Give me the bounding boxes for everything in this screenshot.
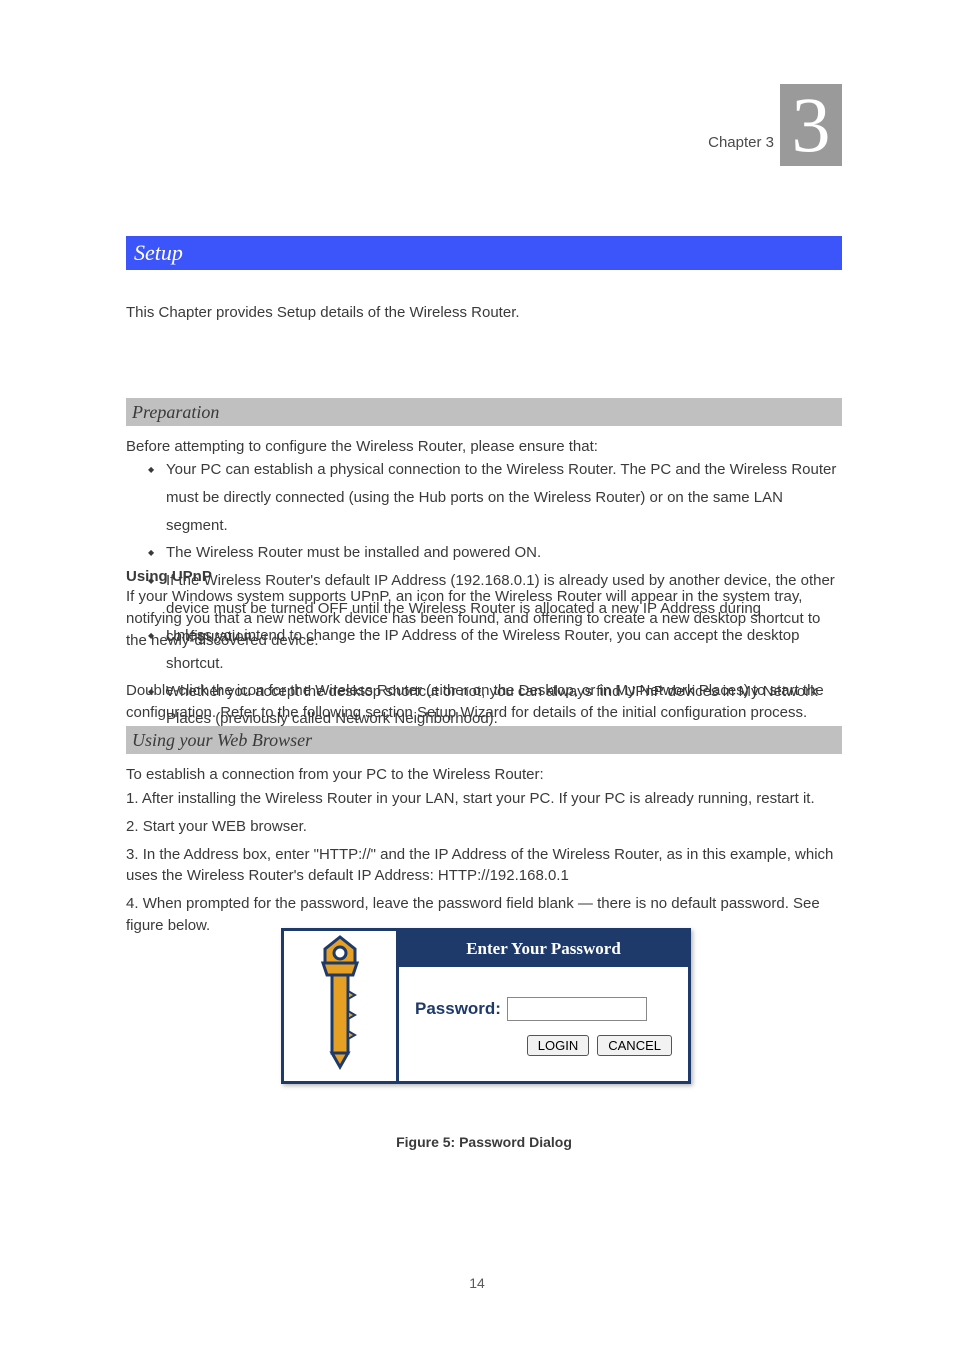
heading-preparation: Preparation (126, 398, 842, 426)
chapter-label: Chapter 3 (708, 134, 774, 151)
list-item: Your PC can establish a physical connect… (148, 456, 842, 539)
chapter-number-box: 3 (780, 84, 842, 166)
login-key-panel (284, 931, 399, 1081)
upnp-trailer: Double-click the icon for the Wireless R… (126, 680, 842, 724)
list-item: The Wireless Router must be installed an… (148, 539, 842, 567)
page: Chapter 3 3 Setup This Chapter provides … (0, 0, 954, 1351)
login-dialog: Enter Your Password Password: LOGIN CANC… (281, 928, 691, 1084)
page-number: 14 (0, 1275, 954, 1291)
wizard-steps: 1. After installing the Wireless Router … (126, 788, 842, 937)
figure-caption: Figure 5: Password Dialog (126, 1134, 842, 1150)
key-icon (305, 931, 375, 1081)
login-right-panel: Enter Your Password Password: LOGIN CANC… (399, 931, 688, 1081)
heading-setup: Setup (126, 236, 842, 270)
heading-using-browser: Using your Web Browser (126, 726, 842, 754)
preparation-intro: Before attempting to configure the Wirel… (126, 436, 842, 458)
cancel-button[interactable]: CANCEL (597, 1035, 672, 1056)
overview-text: This Chapter provides Setup details of t… (126, 302, 842, 323)
login-title: Enter Your Password (399, 931, 688, 967)
login-button[interactable]: LOGIN (527, 1035, 589, 1056)
list-item: Unless you intend to change the IP Addre… (148, 622, 842, 678)
subheading-upnp: Using UPnP (126, 566, 842, 588)
password-input[interactable] (507, 997, 647, 1021)
password-label: Password: (415, 999, 501, 1019)
wizard-intro: To establish a connection from your PC t… (126, 764, 842, 786)
